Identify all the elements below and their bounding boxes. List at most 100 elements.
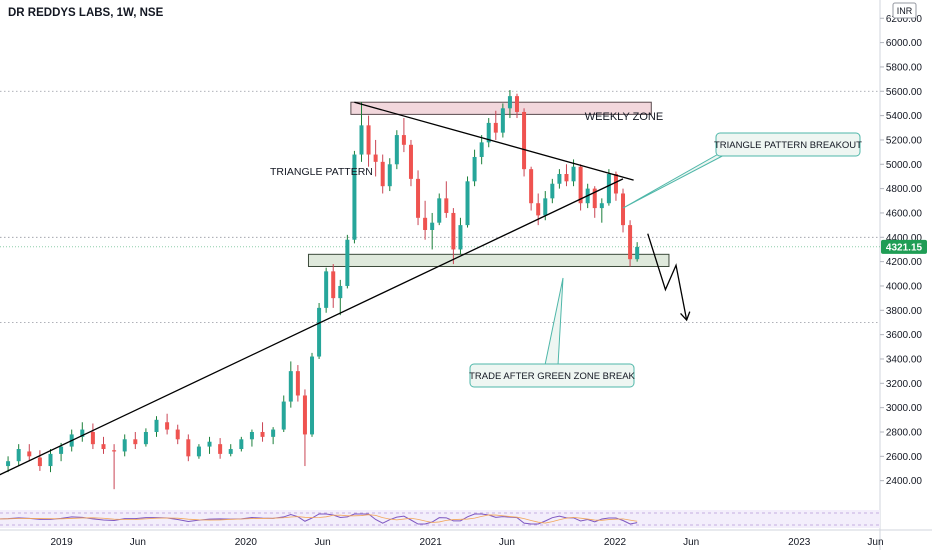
candle — [628, 220, 633, 267]
time-tick-label: Jun — [867, 537, 883, 548]
candle — [295, 365, 300, 402]
breakout-callout[interactable]: TRIANGLE PATTERN BREAKOUT — [622, 132, 862, 209]
candle-body — [444, 198, 449, 213]
trade-callout-box — [469, 363, 635, 388]
price-tick-label: 6200.00 — [886, 14, 923, 25]
candle — [27, 444, 32, 462]
price-tick-label: 4600.00 — [886, 208, 923, 219]
zones — [307, 101, 670, 267]
candle — [165, 413, 170, 435]
candle — [373, 139, 378, 177]
candle — [458, 217, 463, 255]
candle-body — [635, 246, 640, 260]
candle-body — [207, 441, 212, 447]
time-tick-label: 2023 — [788, 537, 811, 548]
candle-body — [27, 451, 32, 457]
candle — [101, 436, 106, 454]
candle — [416, 170, 421, 226]
price-tick-label: 3200.00 — [886, 379, 923, 390]
trade-callout[interactable]: TRADE AFTER GREEN ZONE BREAK — [469, 277, 636, 388]
candle-body — [373, 154, 378, 162]
candle-body — [288, 371, 293, 402]
ascending-trendline[interactable] — [0, 178, 624, 476]
candle — [465, 176, 470, 228]
candle-body — [112, 450, 117, 452]
candle-body — [271, 429, 276, 437]
time-axis[interactable]: 2019 Jun 2020 Jun 2021 Jun 2022 Jun 2023 Jun — [50, 537, 883, 548]
last-price-tag-text: 4321.15 — [886, 242, 923, 253]
indicator-line — [0, 513, 638, 525]
candle — [271, 427, 276, 445]
price-tick-label: 3600.00 — [886, 330, 923, 341]
candle — [281, 395, 286, 432]
candle — [317, 303, 322, 359]
candle — [143, 428, 148, 447]
candle — [310, 352, 315, 437]
candle-body — [536, 203, 541, 216]
candle-body — [613, 174, 618, 194]
candle-body — [416, 178, 421, 218]
candle-body — [394, 135, 399, 165]
candle-body — [122, 439, 127, 452]
candle — [239, 436, 244, 452]
candle — [331, 264, 336, 308]
candle-body — [16, 449, 21, 462]
projection-arrowhead — [680, 311, 691, 322]
candle — [613, 171, 618, 201]
time-tick-label: 2020 — [235, 537, 258, 548]
candle — [175, 424, 180, 445]
currency-badge[interactable]: INR — [892, 2, 917, 19]
candle — [302, 389, 307, 467]
candle-body — [380, 161, 385, 187]
candle-body — [154, 419, 159, 432]
candle-body — [143, 431, 148, 445]
descending-trendline[interactable] — [354, 101, 634, 181]
time-tick-label: 2019 — [50, 537, 73, 548]
candle — [6, 456, 11, 473]
candle-body — [165, 422, 170, 430]
candle-body — [606, 174, 611, 204]
candle — [207, 436, 212, 454]
candle-body — [352, 154, 357, 240]
time-tick-label: Jun — [499, 537, 515, 548]
price-tick-label: 3400.00 — [886, 354, 923, 365]
candle — [16, 444, 21, 467]
price-tick-label: 4800.00 — [886, 184, 923, 195]
candle — [408, 139, 413, 187]
price-tick-label: 5800.00 — [886, 62, 923, 73]
candle-body — [543, 198, 548, 216]
candle — [592, 186, 597, 218]
candle-body — [621, 193, 626, 226]
projection-zigzag[interactable] — [647, 233, 688, 321]
candle-body — [345, 239, 350, 286]
price-tick-label: 4200.00 — [886, 257, 923, 268]
price-tick-label: 2400.00 — [886, 476, 923, 487]
candle-body — [578, 166, 583, 204]
candle-body — [493, 122, 498, 133]
candle-body — [366, 125, 371, 155]
candle — [80, 422, 85, 442]
candle-body — [186, 439, 191, 457]
price-axis[interactable]: 2400.00 2600.00 2800.00 3000.00 3200.00 3400.… — [880, 14, 922, 487]
candle-body — [101, 444, 106, 450]
last-price-tag: 4321.15 — [881, 239, 927, 254]
candle — [288, 361, 293, 408]
candle-body — [507, 96, 512, 109]
price-tick-label: 5600.00 — [886, 87, 923, 98]
candle-body — [239, 439, 244, 450]
price-tick-label: 4000.00 — [886, 281, 923, 292]
candle — [564, 164, 569, 187]
candle-body — [458, 225, 463, 250]
candle — [345, 234, 350, 289]
time-tick-label: 2022 — [604, 537, 627, 548]
candle — [48, 449, 53, 473]
green-zone-box[interactable] — [307, 253, 670, 267]
candle-body — [437, 198, 442, 223]
candle-body — [571, 166, 576, 182]
price-tick-label: 3800.00 — [886, 306, 923, 317]
time-tick-label: 2021 — [420, 537, 443, 548]
candle — [621, 188, 626, 233]
